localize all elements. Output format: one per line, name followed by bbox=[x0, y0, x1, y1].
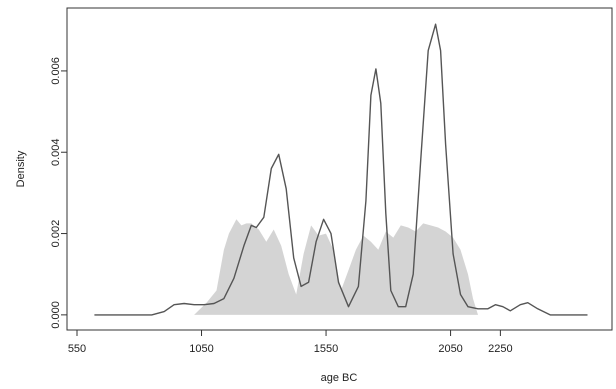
density-line bbox=[94, 23, 588, 316]
x-tick-label: 2050 bbox=[438, 343, 462, 355]
plot-frame bbox=[66, 7, 613, 331]
y-tick-label: 0.006 bbox=[50, 57, 62, 85]
y-axis-label: Density bbox=[15, 150, 27, 187]
plot-area bbox=[94, 23, 588, 316]
x-axis-label: age BC bbox=[321, 372, 358, 384]
x-tick-label: 550 bbox=[68, 343, 86, 355]
x-tick-label: 1050 bbox=[189, 343, 213, 355]
x-tick-label: 2250 bbox=[488, 343, 512, 355]
y-tick-label: 0.000 bbox=[50, 301, 62, 329]
y-tick-label: 0.004 bbox=[50, 138, 62, 166]
x-tick-label: 1550 bbox=[314, 343, 338, 355]
axes: 550 1050 1550 2050 2250 0.000 0.002 0.004 0.006 bbox=[50, 7, 613, 355]
y-tick-label: 0.002 bbox=[50, 220, 62, 248]
